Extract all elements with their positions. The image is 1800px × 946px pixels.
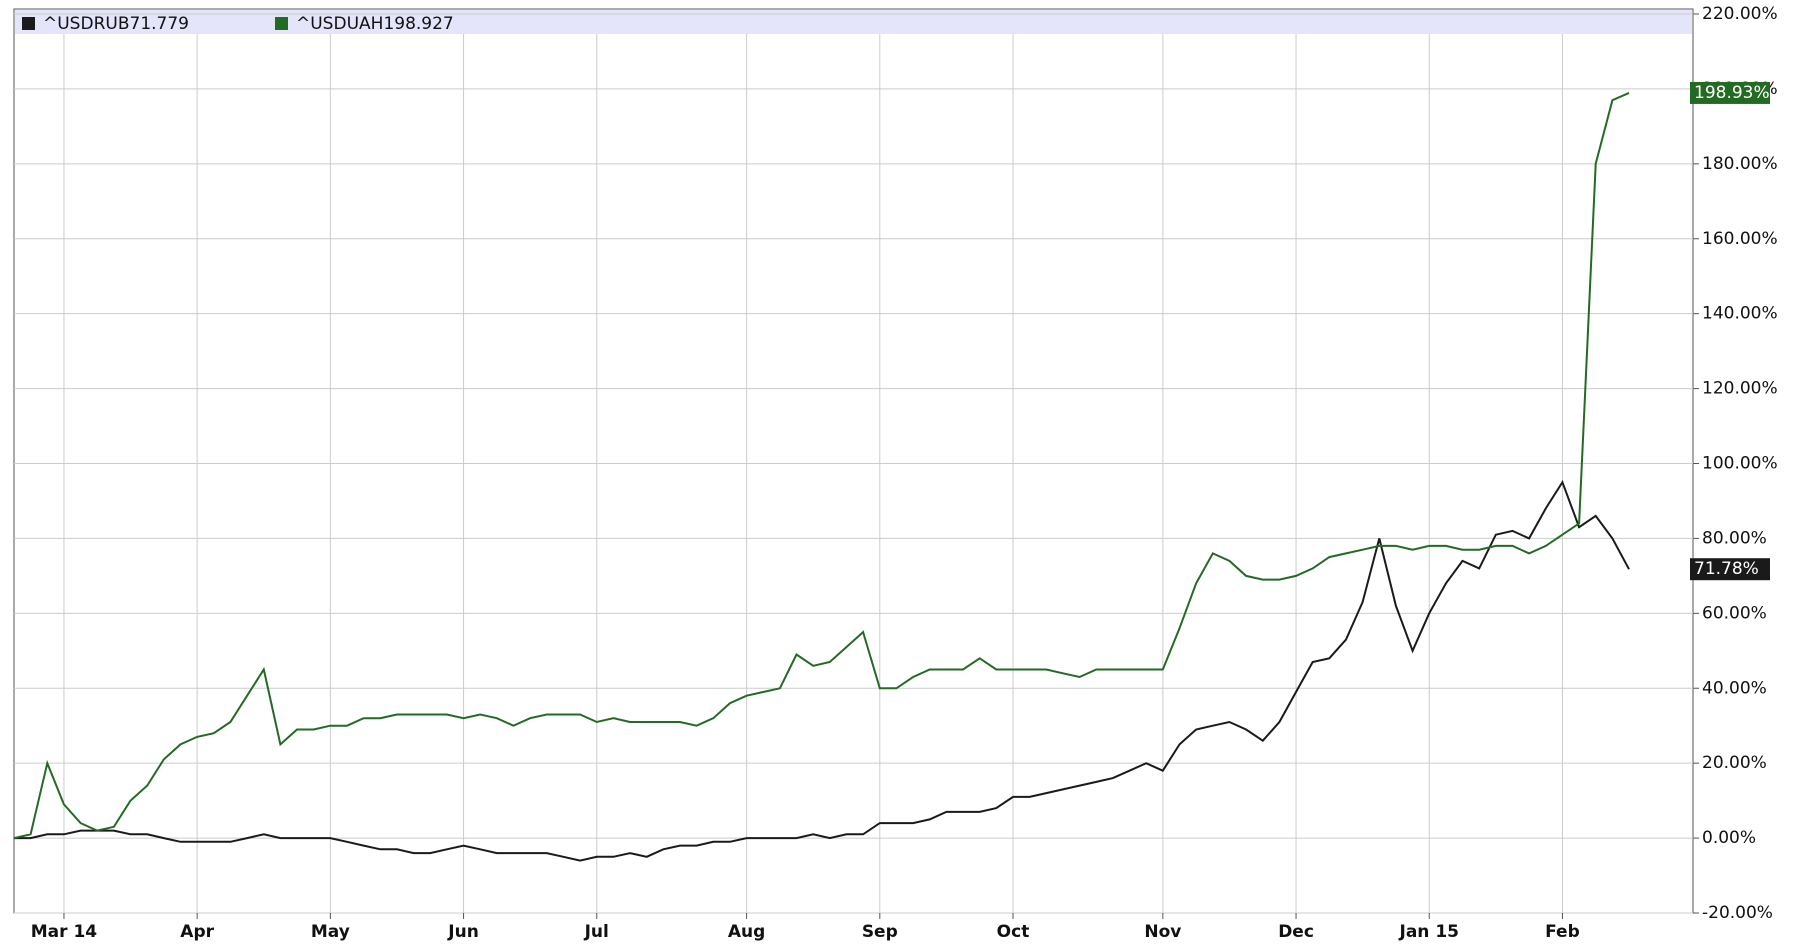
legend-swatch (22, 17, 35, 30)
legend-value: 71.779 (130, 14, 189, 34)
x-tick-label: Mar 14 (31, 922, 98, 942)
x-tick-label: Dec (1278, 922, 1314, 942)
y-tick-label: 220.00% (1702, 4, 1778, 24)
y-tick-label: 100.00% (1702, 454, 1778, 474)
last-value-box (1690, 81, 1770, 104)
x-tick-label: Apr (180, 922, 214, 942)
last-value-label: 71.78% (1694, 559, 1759, 579)
series-line (13, 91, 1630, 840)
x-tick-label: May (311, 922, 350, 942)
x-tick-label: Nov (1144, 922, 1181, 942)
x-tick-label: Jun (447, 922, 479, 942)
y-tick-label: 160.00% (1702, 229, 1778, 249)
legend-name: ^USDUAH (296, 14, 383, 34)
x-tick-label: Feb (1545, 922, 1580, 942)
x-tick-label: Aug (728, 922, 765, 942)
y-tick-label: 180.00% (1702, 154, 1778, 174)
y-tick-label: 0.00% (1702, 828, 1756, 848)
x-tick-label: Sep (862, 922, 898, 942)
y-tick-label: 20.00% (1702, 753, 1767, 773)
last-value-box (1690, 558, 1770, 581)
series-line (14, 479, 1630, 862)
x-tick-label: Jan 15 (1399, 922, 1459, 942)
plot-area (13, 8, 1694, 914)
last-value-label: 198.93% (1694, 83, 1770, 103)
y-tick-label: 80.00% (1702, 528, 1767, 548)
legend-label: ^USDUAH198.927 (296, 14, 454, 34)
x-tick-label: Oct (997, 922, 1030, 942)
legend-swatch (275, 17, 288, 30)
legend-value: 198.927 (383, 14, 453, 34)
y-tick-label: 140.00% (1702, 304, 1778, 324)
legend-label: ^USDRUB71.779 (43, 14, 189, 34)
y-tick-label: -20.00% (1702, 903, 1773, 923)
y-tick-label: 120.00% (1702, 379, 1778, 399)
legend-name: ^USDRUB (43, 14, 130, 34)
x-tick-label: Jul (584, 922, 609, 942)
y-tick-label: 40.00% (1702, 678, 1767, 698)
y-tick-label: 60.00% (1702, 603, 1767, 623)
